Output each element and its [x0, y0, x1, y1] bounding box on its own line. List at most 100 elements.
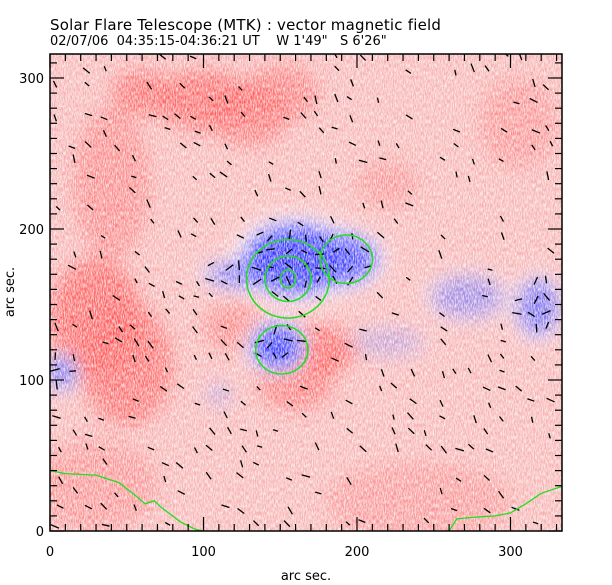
field-vector-283	[454, 69, 457, 76]
field-vector-13	[72, 429, 78, 436]
field-vector-232	[359, 328, 367, 332]
field-vector-244	[377, 140, 381, 146]
field-vector-328	[531, 129, 541, 134]
field-vector-44	[114, 337, 123, 343]
field-vector-279	[452, 368, 457, 375]
field-vector-329	[529, 97, 538, 104]
field-vector-338	[546, 171, 550, 181]
field-vector-202	[313, 110, 319, 117]
field-vector-311	[500, 127, 508, 133]
field-vector-26	[86, 204, 94, 211]
field-vector-148	[251, 266, 262, 271]
field-vector-333	[545, 321, 550, 329]
axis-ticks	[49, 54, 562, 532]
field-vector-17	[67, 264, 77, 270]
field-vector-172	[285, 276, 292, 286]
x-tick-label-300: 300	[498, 545, 523, 560]
field-vector-225	[348, 141, 357, 147]
chart-subtitle: 02/07/06 04:35:15-04:36:21 UT W 1'49" S …	[50, 34, 387, 49]
field-vector-138	[240, 111, 246, 118]
field-vector-91	[193, 354, 198, 360]
field-vector-18	[73, 251, 77, 258]
field-vector-219	[345, 399, 353, 405]
field-vector-165	[287, 506, 293, 515]
field-vector-309	[499, 215, 505, 222]
field-vector-282	[452, 128, 461, 133]
field-vector-293	[483, 428, 489, 435]
x-tick-label-100: 100	[191, 545, 216, 560]
field-vector-278	[455, 447, 465, 452]
field-vector-151	[254, 189, 259, 197]
field-vector-9	[55, 206, 61, 211]
field-vector-302	[498, 416, 504, 422]
field-vector-143	[255, 430, 259, 437]
field-vector-97	[193, 217, 199, 223]
field-vector-1	[56, 504, 64, 509]
field-vector-101	[189, 115, 197, 120]
field-vector-214	[334, 65, 340, 72]
field-vector-147	[252, 278, 262, 286]
field-vector-260	[405, 114, 413, 120]
field-vector-83	[178, 295, 185, 300]
field-vector-156	[271, 291, 279, 298]
field-vector-291	[483, 474, 491, 481]
field-vector-25	[89, 310, 93, 320]
field-vector-323	[535, 323, 538, 333]
field-vector-65	[144, 266, 150, 273]
field-vector-230	[359, 445, 367, 453]
field-vector-296	[487, 354, 493, 363]
field-vector-149	[256, 251, 264, 254]
field-vector-264	[423, 429, 427, 436]
field-vector-84	[175, 280, 183, 285]
field-vector-272	[439, 312, 445, 318]
field-vector-315	[512, 311, 522, 315]
field-vector-268	[439, 399, 444, 407]
field-vector-195	[316, 276, 321, 283]
field-vector-163	[268, 161, 274, 165]
field-vector-67	[146, 199, 151, 208]
field-vector-289	[470, 63, 475, 73]
field-vector-64	[148, 282, 155, 288]
field-vector-58	[131, 154, 136, 162]
field-vector-196	[315, 267, 326, 270]
field-vector-317	[513, 101, 520, 105]
field-vector-11	[52, 80, 58, 88]
field-vector-62	[147, 340, 154, 349]
field-vector-166	[285, 477, 293, 481]
field-vector-133	[236, 341, 244, 349]
field-vector-304	[499, 369, 505, 373]
field-vector-12	[72, 486, 79, 494]
field-vector-231	[364, 353, 368, 361]
field-vector-259	[407, 190, 413, 195]
field-vector-290	[483, 507, 491, 514]
field-vector-4	[52, 415, 61, 419]
field-vector-199	[318, 186, 322, 195]
field-vector-24	[84, 416, 88, 423]
field-vector-98	[192, 175, 198, 181]
limb-layer	[50, 469, 562, 531]
field-vector-126	[224, 95, 229, 104]
field-vector-55	[134, 250, 141, 256]
field-vector-299	[487, 268, 493, 271]
field-vector-112	[208, 124, 213, 132]
field-vector-186	[304, 234, 308, 242]
field-vector-109	[207, 261, 215, 267]
field-vector-51	[132, 354, 136, 363]
field-vector-117	[222, 388, 230, 392]
field-vector-273	[438, 250, 443, 259]
x-tick-labels: 0 100 200 300	[46, 545, 523, 560]
field-vector-258	[405, 202, 414, 207]
field-vector-29	[84, 112, 93, 117]
left-limb	[50, 469, 204, 531]
field-vector-330	[532, 78, 536, 88]
field-vector-236	[358, 159, 368, 164]
field-vector-69	[146, 81, 153, 90]
field-vector-46	[112, 295, 121, 301]
field-vector-265	[439, 487, 443, 495]
field-vector-27	[86, 174, 95, 179]
contour-2	[279, 269, 297, 289]
field-vector-76	[162, 290, 166, 299]
field-vector-217	[346, 476, 352, 486]
field-vector-42	[103, 66, 107, 72]
